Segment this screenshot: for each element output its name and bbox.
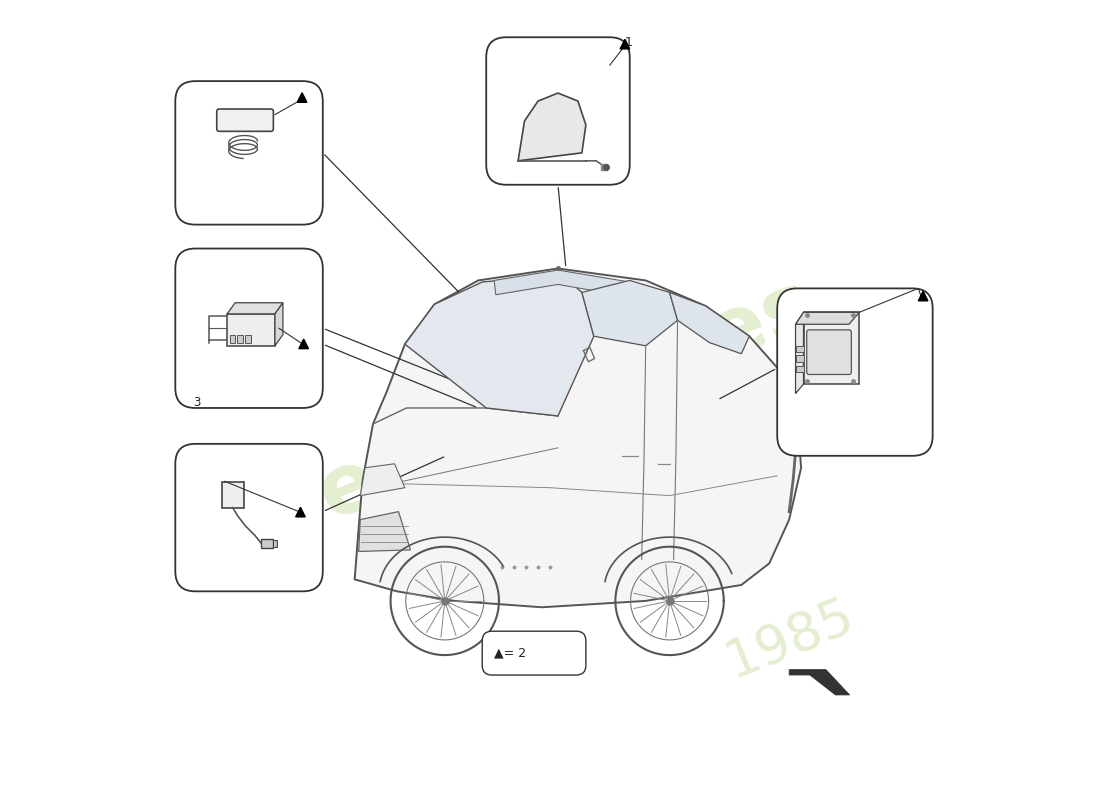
Bar [238,334,243,342]
Polygon shape [405,275,594,416]
Bar [795,366,803,372]
Text: ▲= 2: ▲= 2 [494,646,526,659]
Text: 1985: 1985 [717,590,861,689]
Polygon shape [582,281,678,346]
Text: 3: 3 [192,396,200,410]
Polygon shape [354,269,801,607]
Bar [795,346,803,352]
Polygon shape [299,339,308,349]
Polygon shape [670,292,749,354]
FancyBboxPatch shape [175,444,322,591]
Polygon shape [297,93,307,102]
Polygon shape [789,670,850,695]
Bar [803,312,859,384]
Bar [230,334,235,342]
Text: eurospares: eurospares [306,263,826,537]
Polygon shape [518,93,586,161]
FancyBboxPatch shape [806,330,851,374]
Bar [245,334,251,342]
Polygon shape [361,464,405,496]
Polygon shape [275,302,283,346]
Bar [262,538,273,548]
Polygon shape [296,507,306,517]
Polygon shape [795,312,859,324]
FancyBboxPatch shape [175,249,322,408]
Polygon shape [227,302,283,314]
Bar [227,314,275,346]
Text: a passion for parts: a passion for parts [425,482,675,605]
Polygon shape [494,270,629,296]
Bar [273,540,276,546]
Bar [795,355,803,362]
Text: 1: 1 [625,36,632,49]
Polygon shape [620,39,629,49]
Polygon shape [359,512,410,551]
FancyBboxPatch shape [778,288,933,456]
Bar [221,482,244,508]
FancyBboxPatch shape [217,109,274,131]
Polygon shape [918,291,928,301]
Polygon shape [795,312,803,394]
FancyBboxPatch shape [175,81,322,225]
FancyBboxPatch shape [486,38,629,185]
FancyBboxPatch shape [482,631,586,675]
